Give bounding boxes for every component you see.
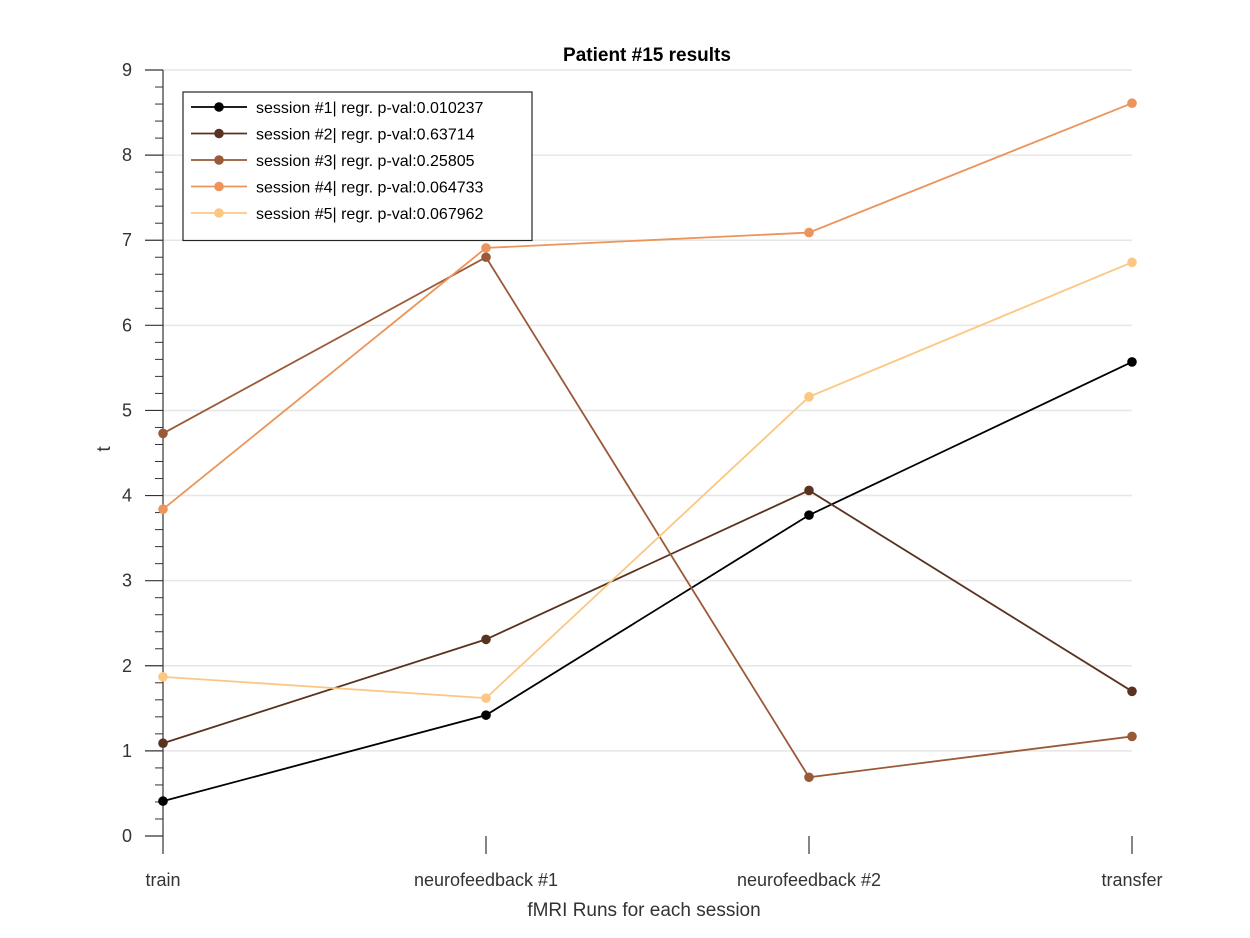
- series-3-point: [1127, 731, 1137, 742]
- series-1-point: [804, 510, 814, 520]
- series-2-point: [481, 634, 491, 645]
- y-tick-label: 1: [122, 741, 132, 761]
- y-tick-label: 9: [122, 60, 132, 80]
- series-3-point: [804, 772, 814, 783]
- series-3: [158, 252, 1137, 783]
- series-1-point: [158, 796, 168, 806]
- series-4-point: [804, 227, 814, 238]
- x-tick-label: neurofeedback #2: [737, 870, 881, 890]
- legend-entry: session #4| regr. p-val:0.064733: [191, 180, 484, 197]
- series-1: [158, 357, 1137, 806]
- series-layer: [158, 98, 1137, 806]
- series-1-point: [481, 710, 491, 720]
- series-2-point: [1127, 686, 1137, 697]
- legend-entry: session #3| regr. p-val:0.25805: [191, 153, 475, 170]
- legend-label: session #1| regr. p-val:0.010237: [256, 100, 484, 117]
- y-tick-label: 5: [122, 400, 132, 420]
- x-tick-label: transfer: [1101, 870, 1162, 890]
- series-3-point: [481, 252, 491, 263]
- series-3-point: [158, 428, 168, 439]
- y-tick-label: 4: [122, 486, 132, 506]
- legend-marker: [214, 208, 224, 218]
- chart-title: Patient #15 results: [563, 45, 731, 66]
- y-tick-label: 0: [122, 826, 132, 846]
- y-tick-label: 3: [122, 571, 132, 591]
- y-tick-label: 2: [122, 656, 132, 676]
- legend: session #1| regr. p-val:0.010237 session …: [182, 91, 533, 242]
- series-5-point: [804, 392, 814, 402]
- legend-marker: [214, 181, 224, 192]
- legend-label: session #5| regr. p-val:0.067962: [256, 206, 484, 223]
- legend-marker: [214, 155, 224, 165]
- legend-label: session #2| regr. p-val:0.63714: [256, 127, 475, 144]
- series-1-line: [162, 361, 1133, 802]
- series-3-line: [162, 256, 1133, 779]
- x-axis-title: fMRI Runs for each session: [527, 900, 760, 921]
- series-5-point: [481, 693, 491, 703]
- series-5-point: [158, 672, 168, 682]
- series-2-point: [158, 738, 168, 749]
- legend-label: session #4| regr. p-val:0.064733: [256, 180, 484, 197]
- legend-box: [182, 91, 533, 242]
- legend-entry: session #5| regr. p-val:0.067962: [191, 206, 484, 223]
- legend-marker: [214, 128, 224, 139]
- series-1-point: [1127, 357, 1137, 367]
- y-tick-label: 6: [122, 315, 132, 335]
- series-4-point: [1127, 98, 1137, 108]
- series-2: [158, 485, 1137, 749]
- y-tick-label: 8: [122, 145, 132, 165]
- legend-marker: [214, 102, 224, 112]
- legend-entry: session #2| regr. p-val:0.63714: [191, 127, 475, 144]
- x-tick-label: neurofeedback #1: [414, 870, 558, 890]
- series-5: [158, 257, 1137, 703]
- series-2-line: [162, 489, 1133, 745]
- y-tick-label: 7: [122, 230, 132, 250]
- legend-label: session #3| regr. p-val:0.25805: [256, 153, 475, 170]
- legend-entry: session #1| regr. p-val:0.010237: [191, 100, 484, 117]
- x-tick-label: train: [145, 870, 180, 890]
- series-4-line: [162, 102, 1133, 510]
- y-axis-title: t: [94, 446, 115, 452]
- series-4-point: [481, 243, 491, 253]
- axes: 0 1 2 3 4 5 6 7 8 9 train neurofeedback #1 neurofeed…: [122, 60, 1163, 890]
- series-4: [158, 98, 1137, 514]
- series-5-point: [1127, 257, 1137, 268]
- series-4-point: [158, 504, 168, 514]
- series-5-line: [162, 261, 1133, 700]
- series-2-point: [804, 485, 814, 496]
